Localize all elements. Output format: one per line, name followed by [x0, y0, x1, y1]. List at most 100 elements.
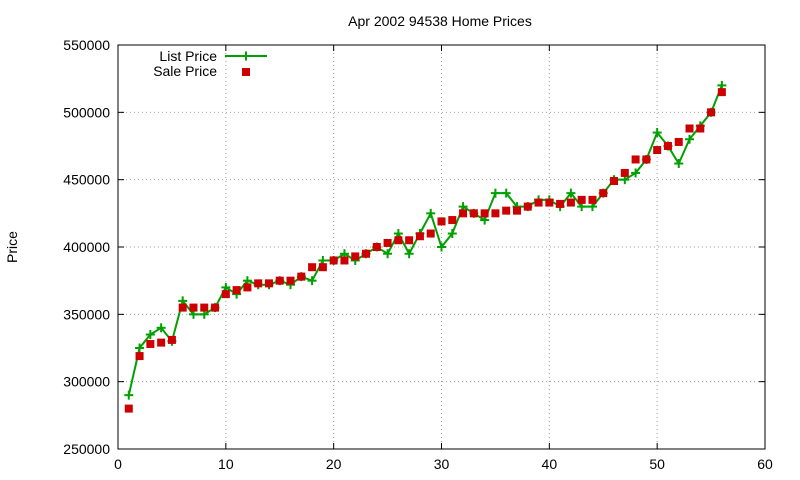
x-tick-label: 20	[326, 456, 342, 472]
data-point-sale-price	[221, 290, 230, 299]
data-point-sale-price	[264, 279, 273, 288]
legend: List Price Sale Price	[153, 48, 267, 79]
data-point-sale-price	[318, 263, 327, 272]
data-point-list-price	[437, 242, 446, 252]
data-point-sale-price	[426, 229, 435, 238]
data-point-sale-price	[254, 279, 263, 288]
data-point-list-price	[685, 134, 695, 144]
y-tick-label: 400000	[63, 239, 110, 255]
data-point-list-price	[156, 323, 166, 333]
series-list-price	[124, 80, 727, 400]
x-tick-label: 60	[757, 456, 773, 472]
data-point-sale-price	[135, 352, 144, 361]
y-tick-label: 550000	[63, 37, 110, 53]
data-point-sale-price	[394, 236, 403, 245]
y-tick-label: 450000	[63, 172, 110, 188]
data-point-list-price	[501, 188, 511, 198]
data-point-sale-price	[653, 146, 662, 155]
data-point-sale-price	[383, 238, 392, 247]
y-tick-label: 300000	[63, 374, 110, 390]
y-tick-label: 250000	[63, 441, 110, 457]
grid-lines	[118, 45, 765, 449]
data-point-list-price	[674, 159, 684, 169]
data-point-list-price	[404, 249, 414, 259]
data-point-sale-price	[232, 286, 241, 295]
data-point-sale-price	[663, 142, 672, 150]
data-point-sale-price	[275, 276, 284, 285]
data-point-sale-price	[599, 189, 608, 198]
series-line-list-price	[127, 85, 723, 396]
data-point-sale-price	[674, 137, 683, 146]
data-point-sale-price	[577, 195, 586, 204]
data-point-sale-price	[157, 338, 166, 347]
series-layer	[124, 80, 727, 413]
data-point-sale-price	[642, 155, 651, 164]
data-point-list-price	[447, 229, 457, 239]
data-point-sale-price	[631, 155, 640, 164]
data-point-sale-price	[329, 256, 338, 265]
data-point-sale-price	[512, 206, 521, 215]
data-point-sale-price	[469, 209, 478, 218]
y-tick-labels: 250000 300000 350000 400000 450000 500000 5500…	[63, 37, 110, 457]
data-point-sale-price	[146, 339, 155, 348]
data-point-sale-price	[340, 256, 349, 265]
data-point-sale-price	[178, 303, 187, 312]
y-tick-label: 350000	[63, 306, 110, 322]
legend-marker-sale-price	[242, 68, 250, 76]
data-point-sale-price	[588, 195, 597, 204]
data-point-sale-price	[405, 236, 414, 245]
data-point-sale-price	[459, 209, 468, 218]
data-point-sale-price	[372, 243, 381, 251]
data-point-list-price	[566, 188, 576, 198]
legend-marker-list-price	[241, 51, 251, 61]
data-point-list-price	[307, 276, 317, 286]
data-point-sale-price	[556, 199, 565, 208]
x-tick-label: 50	[649, 456, 665, 472]
data-point-list-price	[631, 168, 641, 178]
x-tick-label: 30	[434, 456, 450, 472]
data-point-sale-price	[308, 263, 317, 272]
data-point-sale-price	[696, 124, 705, 133]
data-point-sale-price	[243, 283, 252, 292]
data-point-sale-price	[534, 198, 543, 207]
data-point-list-price	[135, 343, 145, 353]
data-point-sale-price	[124, 404, 133, 413]
data-point-sale-price	[297, 272, 306, 281]
data-point-sale-price	[351, 252, 360, 261]
data-point-sale-price	[685, 124, 694, 133]
data-point-list-price	[145, 330, 155, 340]
data-point-sale-price	[480, 209, 489, 218]
x-tick-label: 0	[114, 456, 122, 472]
data-point-sale-price	[620, 168, 629, 177]
data-point-sale-price	[707, 108, 716, 117]
data-point-sale-price	[491, 209, 500, 218]
data-point-sale-price	[415, 232, 424, 241]
data-point-sale-price	[523, 202, 532, 211]
data-point-sale-price	[286, 276, 295, 285]
data-point-sale-price	[211, 303, 220, 312]
data-point-list-price	[124, 390, 134, 400]
legend-marker-shape	[242, 68, 250, 76]
y-axis-label: Price	[4, 231, 20, 263]
data-point-list-price	[383, 249, 393, 259]
legend-label-list-price: List Price	[159, 48, 217, 64]
data-point-sale-price	[362, 249, 371, 258]
data-point-sale-price	[167, 335, 176, 344]
series-sale-price	[124, 88, 726, 413]
data-point-sale-price	[566, 198, 575, 207]
data-point-sale-price	[502, 206, 511, 215]
legend-label-sale-price: Sale Price	[153, 63, 217, 79]
y-tick-label: 500000	[63, 104, 110, 120]
data-point-sale-price	[545, 198, 554, 207]
data-point-sale-price	[448, 216, 457, 225]
data-point-sale-price	[717, 88, 726, 97]
data-point-list-price	[652, 128, 662, 138]
data-point-list-price	[426, 208, 436, 218]
x-tick-label: 10	[218, 456, 234, 472]
legend-marker-shape	[241, 51, 251, 61]
data-point-sale-price	[437, 217, 446, 226]
chart-title: Apr 2002 94538 Home Prices	[348, 13, 532, 29]
axis-ticks	[117, 44, 766, 450]
data-point-sale-price	[200, 303, 209, 312]
